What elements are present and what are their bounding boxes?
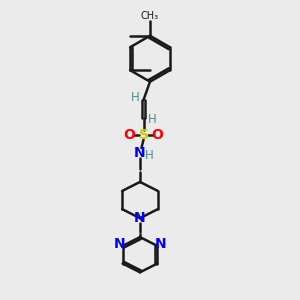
- Text: O: O: [124, 128, 135, 142]
- Text: H: H: [147, 113, 156, 127]
- Text: S: S: [139, 128, 148, 142]
- Text: H: H: [145, 149, 154, 162]
- Text: N: N: [134, 146, 146, 160]
- Text: N: N: [154, 237, 166, 251]
- Text: N: N: [114, 237, 125, 251]
- Text: CH₃: CH₃: [141, 11, 159, 21]
- Text: N: N: [134, 211, 146, 225]
- Text: H: H: [131, 91, 140, 104]
- Text: O: O: [152, 128, 164, 142]
